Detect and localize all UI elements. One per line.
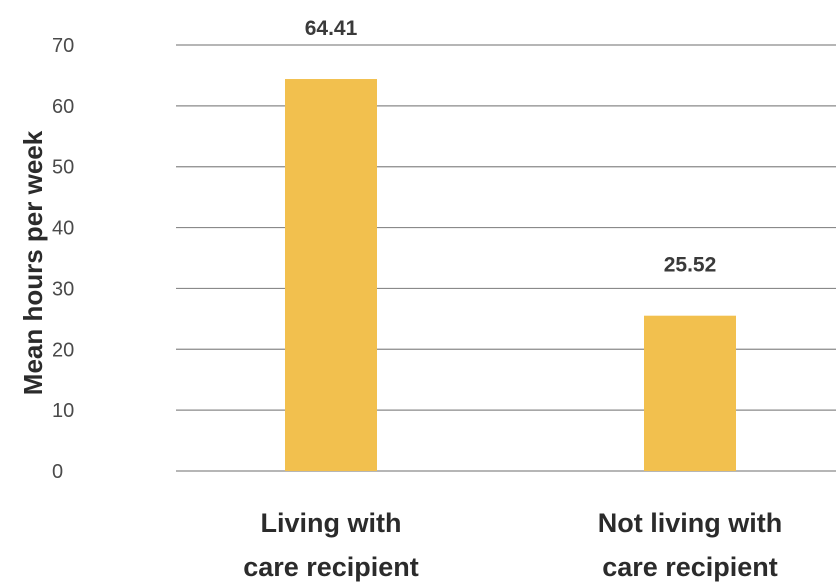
y-tick-label: 20 <box>52 339 74 361</box>
y-tick-label: 40 <box>52 218 74 240</box>
category-label: Not living with <box>598 508 782 538</box>
y-tick-label: 60 <box>52 96 74 118</box>
bar <box>285 79 377 472</box>
bar <box>644 315 736 471</box>
category-label: Living with <box>261 508 402 538</box>
y-axis-title: Mean hours per week <box>18 130 48 395</box>
y-tick-label: 50 <box>52 157 74 179</box>
category-labels: Living with care recipient Not living with… <box>243 508 782 582</box>
bars <box>285 79 736 472</box>
category-label: care recipient <box>602 552 778 582</box>
y-tick-label: 10 <box>52 400 74 422</box>
value-labels: 64.41 25.52 <box>305 17 717 277</box>
bar-value-label: 25.52 <box>664 254 717 277</box>
y-tick-label: 0 <box>52 461 63 483</box>
bar-value-label: 64.41 <box>305 17 358 40</box>
y-tick-label: 70 <box>52 35 74 57</box>
y-axis-ticks: 0 10 20 30 40 50 60 70 <box>52 35 74 483</box>
gridlines <box>176 44 836 472</box>
y-tick-label: 30 <box>52 278 74 300</box>
category-label: care recipient <box>243 552 419 582</box>
